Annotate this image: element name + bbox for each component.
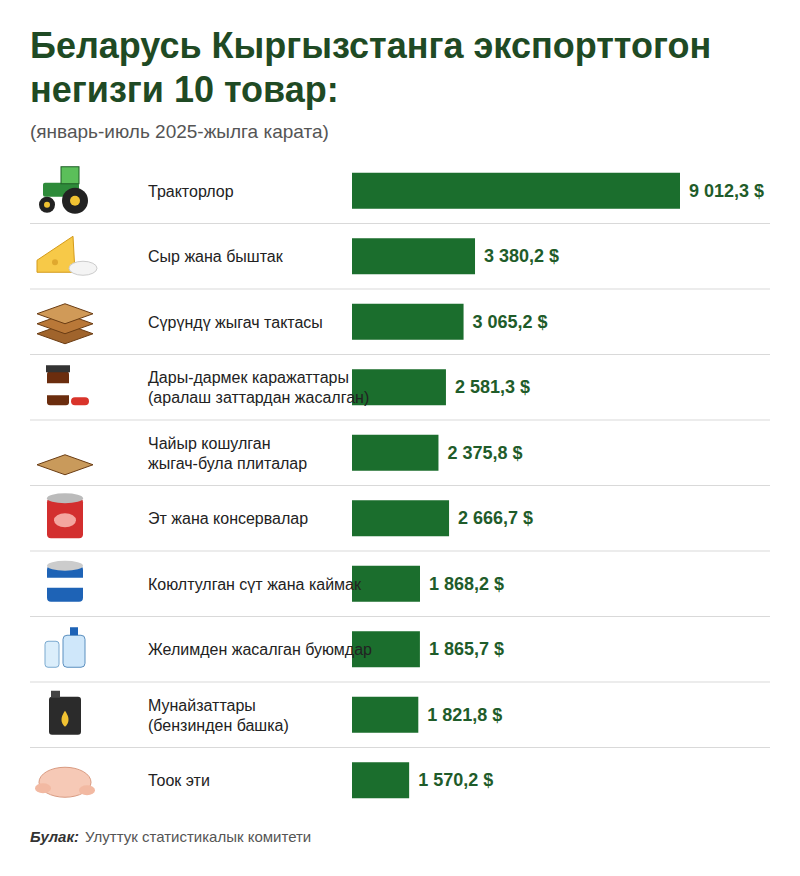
source: Булак: Улуттук статистикалык комитети	[30, 828, 311, 845]
source-text: Улуттук статистикалык комитети	[85, 828, 311, 845]
icon-part	[35, 783, 51, 793]
icon-part	[51, 691, 60, 698]
category-label: Тоок эти	[148, 772, 210, 789]
icon-part	[45, 641, 59, 667]
icon-part	[47, 498, 83, 538]
bar	[352, 173, 680, 209]
category-labels: Тракторлор Сыр жана быштак Сүрүндү жыгач т…	[148, 183, 372, 790]
icon	[47, 561, 83, 602]
row-separator	[30, 747, 770, 748]
data-label: 9 012,3 $	[689, 181, 764, 201]
bar	[352, 500, 449, 536]
data-label: 1 868,2 $	[429, 574, 504, 594]
category-label: Сүрүндү жыгач тактасы	[148, 314, 323, 331]
icon	[37, 236, 97, 275]
icon	[49, 691, 81, 735]
title: Беларусь Кыргызстанга экспорттогоннегизг…	[30, 25, 711, 110]
category-label: Дары-дармек каражаттары(аралаш заттардан…	[148, 369, 369, 406]
icon-part	[47, 561, 83, 571]
icon-part	[69, 261, 97, 275]
category-label: Коюлтулган сүт жана каймак	[148, 576, 362, 593]
icon-part	[52, 259, 58, 265]
category-label: Желимден жасалган буюмдар	[148, 641, 372, 658]
bar	[352, 238, 475, 274]
icon-part	[47, 383, 69, 395]
row-separator	[30, 223, 770, 224]
bar	[352, 304, 464, 340]
icon-part	[63, 635, 85, 667]
icons	[35, 167, 97, 798]
icon-part	[37, 455, 93, 475]
icon-part	[47, 371, 69, 405]
row-separator	[30, 354, 770, 355]
icon-part	[47, 566, 83, 602]
icon	[35, 767, 95, 797]
row-separator	[30, 420, 770, 421]
bar	[352, 566, 420, 602]
category-label: Эт жана консервалар	[148, 510, 308, 527]
icon-part	[71, 397, 89, 405]
category-label: Мунайзаттары(бензинден башка)	[148, 697, 289, 734]
category-label: Тракторлор	[148, 183, 234, 200]
data-label: 3 380,2 $	[484, 246, 559, 266]
category-label: Чайыр кошулганжыгач-була плиталар	[148, 435, 307, 472]
icon-part	[70, 627, 78, 635]
icon	[39, 167, 88, 214]
icon-part	[62, 711, 69, 727]
bar	[352, 697, 418, 733]
icon-part	[47, 578, 83, 588]
source-label: Булак:	[30, 828, 79, 845]
icon-part	[70, 196, 80, 206]
bars	[352, 173, 680, 799]
icon-part	[37, 304, 93, 324]
icon	[46, 365, 89, 405]
icon-part	[46, 365, 70, 372]
data-label: 1 821,8 $	[427, 705, 502, 725]
data-label: 3 065,2 $	[473, 312, 548, 332]
row-separator	[30, 682, 770, 683]
icon-part	[44, 202, 50, 208]
icon-part	[54, 513, 76, 527]
icon	[45, 627, 85, 667]
row-separator	[30, 485, 770, 486]
data-label: 2 581,3 $	[455, 377, 530, 397]
bar	[352, 435, 438, 471]
icon	[47, 493, 83, 538]
icon-part	[79, 785, 95, 795]
category-label: Сыр жана быштак	[148, 248, 284, 265]
row-separator	[30, 551, 770, 552]
icon-part	[61, 167, 79, 184]
data-label: 2 375,8 $	[447, 443, 522, 463]
data-label: 1 865,7 $	[429, 639, 504, 659]
icon	[37, 455, 93, 475]
icon	[37, 304, 93, 344]
row-separator	[30, 616, 770, 617]
icon-part	[62, 188, 88, 214]
data-label: 2 666,7 $	[458, 508, 533, 528]
data-label: 1 570,2 $	[418, 770, 493, 790]
subtitle: (январь-июль 2025-жылга карата)	[30, 121, 329, 142]
icon-part	[49, 697, 81, 735]
row-separator	[30, 289, 770, 290]
icon-part	[39, 197, 55, 213]
bar	[352, 762, 409, 798]
chart: Беларусь Кыргызстанга экспорттогоннегизг…	[0, 0, 800, 876]
icon-part	[47, 493, 83, 503]
